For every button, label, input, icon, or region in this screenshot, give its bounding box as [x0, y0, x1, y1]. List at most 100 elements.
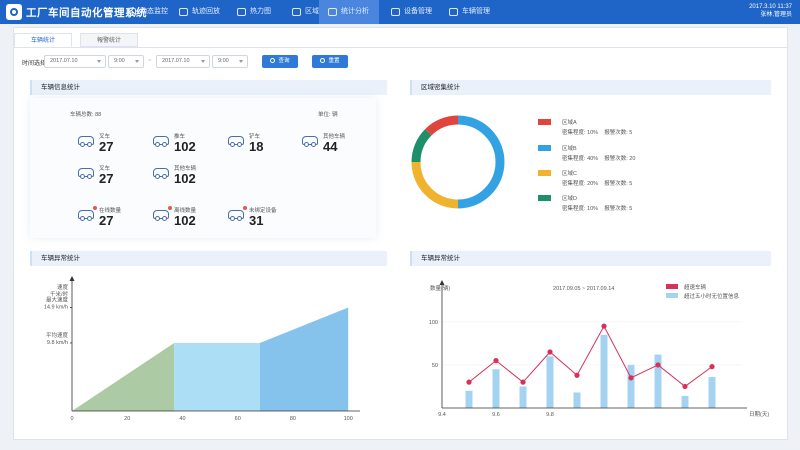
reset-label: 重置: [328, 58, 340, 64]
vehicle-total: 车辆总数: 88: [70, 110, 101, 118]
line-point: [520, 379, 526, 385]
y-tick-label: 50: [432, 363, 438, 369]
speed-panel-title: 车辆异常统计: [30, 251, 387, 266]
nav-item-track[interactable]: 轨迹回放: [170, 0, 228, 24]
stat-value: 27: [99, 213, 114, 228]
query-button[interactable]: 查询: [262, 55, 298, 68]
tab-vehicle-stats[interactable]: 车辆统计: [14, 33, 72, 47]
donut-slice-4: [411, 129, 432, 163]
density-value: 20%: [587, 181, 599, 187]
alarm-value: 5: [629, 181, 633, 187]
unit-value: 辆: [332, 112, 338, 118]
total-label: 车辆总数:: [70, 112, 94, 118]
alarm-value: 5: [629, 206, 633, 212]
legend-swatch-bar: [666, 293, 678, 298]
legend-name: 区域D: [562, 196, 577, 202]
bar: [681, 395, 689, 408]
density-label: 密集程度:: [562, 156, 586, 162]
bar: [546, 356, 554, 408]
stat-other: 其他车辆 44: [302, 132, 382, 158]
area-density-donut-chart: [411, 115, 505, 209]
search-icon: [270, 57, 276, 63]
donut-slice-2: [457, 115, 505, 209]
nav-label: 设备管理: [404, 8, 432, 15]
legend-swatch: [538, 119, 551, 125]
app-title: 工厂车间自动化管理系统: [26, 7, 147, 19]
bar: [654, 354, 662, 408]
stat-cart: 推车 102: [153, 132, 233, 158]
header-info: 2017.3.10 11:37 张林,管理员: [749, 3, 792, 19]
nav-label: 统计分析: [341, 8, 369, 15]
start-time-select[interactable]: 9:00: [108, 55, 144, 68]
stat-label: 未绑定设备: [249, 208, 277, 214]
heatmap-icon: [237, 8, 246, 16]
legend-area-b: 区域B 密集程度: 40% 报警次数: 20: [538, 145, 688, 167]
alarm-label: 报警次数:: [604, 156, 628, 162]
nav-item-device[interactable]: 设备管理: [382, 0, 442, 24]
legend-detail: 密集程度: 10% 报警次数: 5: [562, 204, 632, 212]
x-tick-label: 80: [290, 416, 296, 422]
bar: [465, 390, 473, 408]
stat-value: 102: [174, 213, 196, 228]
density-value: 40%: [587, 156, 599, 162]
stat-label: 铲车: [249, 134, 261, 140]
density-label: 密集程度:: [562, 206, 586, 212]
end-time-select[interactable]: 9:00: [212, 55, 248, 68]
y-annotation-value: 9.8 km/h: [47, 340, 68, 346]
vehicle-icon: [449, 8, 458, 16]
vehicle-info-body: 车辆总数: 88 单位: 辆 叉车 27 推车 102 铲车 18 其他车辆 44 叉车…: [30, 98, 376, 238]
x-tick-label: 9.4: [438, 412, 446, 418]
nav-item-vehicle[interactable]: 车辆管理: [440, 0, 500, 24]
line-point: [574, 372, 580, 378]
car-icon: [78, 206, 97, 221]
tab-divider: [14, 47, 787, 48]
stat-other-2: 其他车辆 102: [153, 164, 233, 190]
stat-value: 31: [249, 213, 264, 228]
vehicle-info-title: 车辆信息统计: [30, 80, 387, 95]
density-label: 密集程度:: [562, 130, 586, 136]
legend-label: 超过五小时无位置信息: [684, 292, 740, 300]
nav-item-stats[interactable]: 统计分析: [319, 0, 379, 24]
density-label: 密集程度:: [562, 181, 586, 187]
start-time-value: 9:00: [114, 58, 125, 64]
y-axis-arrow: [69, 276, 75, 281]
y-annotation-label: 最大速度: [46, 296, 69, 304]
x-tick-label: 100: [344, 416, 353, 422]
line-point: [655, 362, 661, 368]
legend-name: 区域A: [562, 120, 577, 126]
alarm-label: 报警次数:: [604, 181, 628, 187]
reset-button[interactable]: 重置: [312, 55, 348, 68]
abnormal-panel-title: 车辆异常统计: [410, 251, 771, 266]
chevron-down-icon: [97, 60, 101, 63]
alarm-value: 20: [629, 156, 636, 162]
tab-alarm-stats[interactable]: 報警统计: [80, 33, 138, 47]
y-axis-arrow: [439, 280, 445, 285]
current-user[interactable]: 张林,管理员: [760, 12, 792, 18]
area-density-title: 区域密集统计: [410, 80, 771, 95]
time-filter-label: 时间选择: [22, 61, 47, 67]
bar: [627, 364, 635, 408]
stat-label: 叉车: [99, 166, 111, 172]
range-separator: ~: [148, 58, 152, 64]
end-date-select[interactable]: 2017.07.10: [156, 55, 210, 68]
line-point: [493, 358, 499, 364]
legend-label: 超速车辆: [684, 283, 707, 291]
stat-value: 44: [323, 139, 338, 154]
nav-item-monitor[interactable]: 动态监控: [118, 0, 176, 24]
bar: [519, 386, 527, 408]
x-tick-label: 9.8: [546, 412, 554, 418]
stat-label: 在线数量: [99, 208, 122, 214]
legend-area-c: 区域C 密集程度: 20% 报警次数: 5: [538, 170, 688, 192]
line-point: [682, 383, 688, 390]
car-icon: [78, 168, 94, 179]
query-label: 查询: [278, 58, 290, 64]
start-date-select[interactable]: 2017.07.10: [44, 55, 106, 68]
nav-item-heatmap[interactable]: 热力图: [228, 0, 286, 24]
legend-swatch: [538, 145, 551, 151]
legend-area-d: 区域D 密集程度: 10% 报警次数: 5: [538, 195, 688, 217]
device-icon: [391, 8, 400, 16]
stat-offline: 离线数量 102: [153, 206, 233, 232]
car-icon: [78, 136, 94, 147]
total-value: 88: [95, 112, 102, 118]
y-axis-label: 速度: [57, 283, 69, 291]
